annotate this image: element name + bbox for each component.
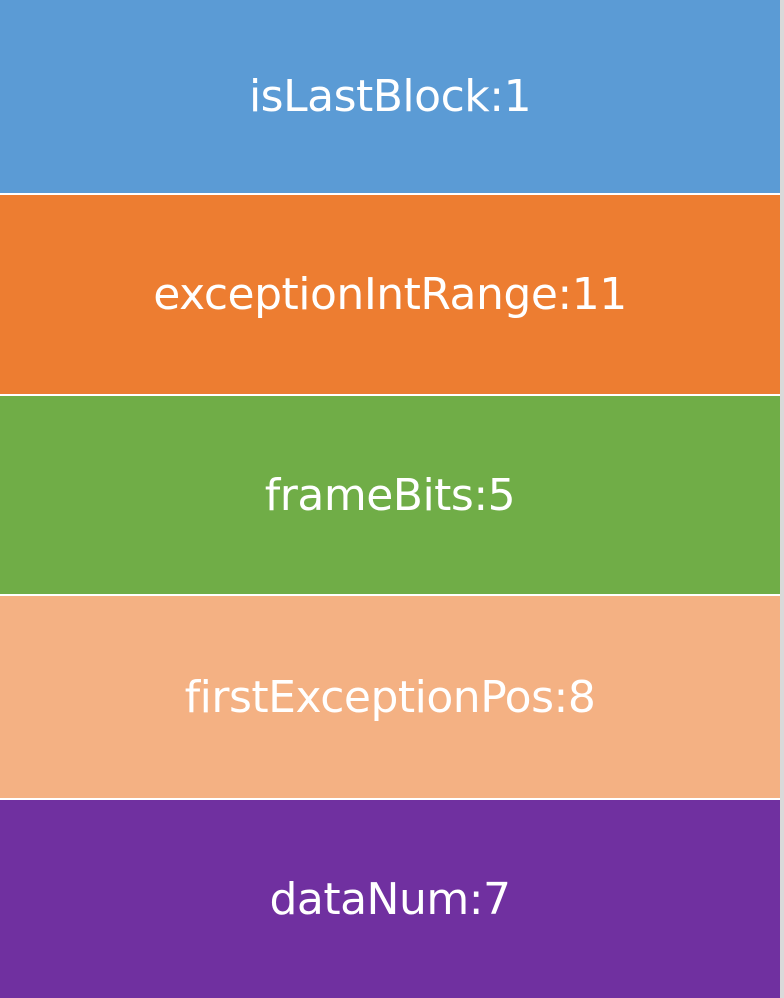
field-is-last-block: isLastBlock:1 xyxy=(0,0,780,193)
field-label-frame-bits: frameBits:5 xyxy=(264,469,516,521)
field-first-exception-pos: firstExceptionPos:8 xyxy=(0,596,780,798)
field-exception-int-range: exceptionIntRange:11 xyxy=(0,195,780,394)
field-label-first-exception-pos: firstExceptionPos:8 xyxy=(184,671,596,723)
field-label-exception-int-range: exceptionIntRange:11 xyxy=(153,269,627,320)
field-data-num: dataNum:7 xyxy=(0,800,780,998)
field-label-data-num: dataNum:7 xyxy=(269,873,511,925)
field-frame-bits: frameBits:5 xyxy=(0,396,780,594)
field-label-is-last-block: isLastBlock:1 xyxy=(248,71,532,122)
right-border xyxy=(780,0,784,998)
